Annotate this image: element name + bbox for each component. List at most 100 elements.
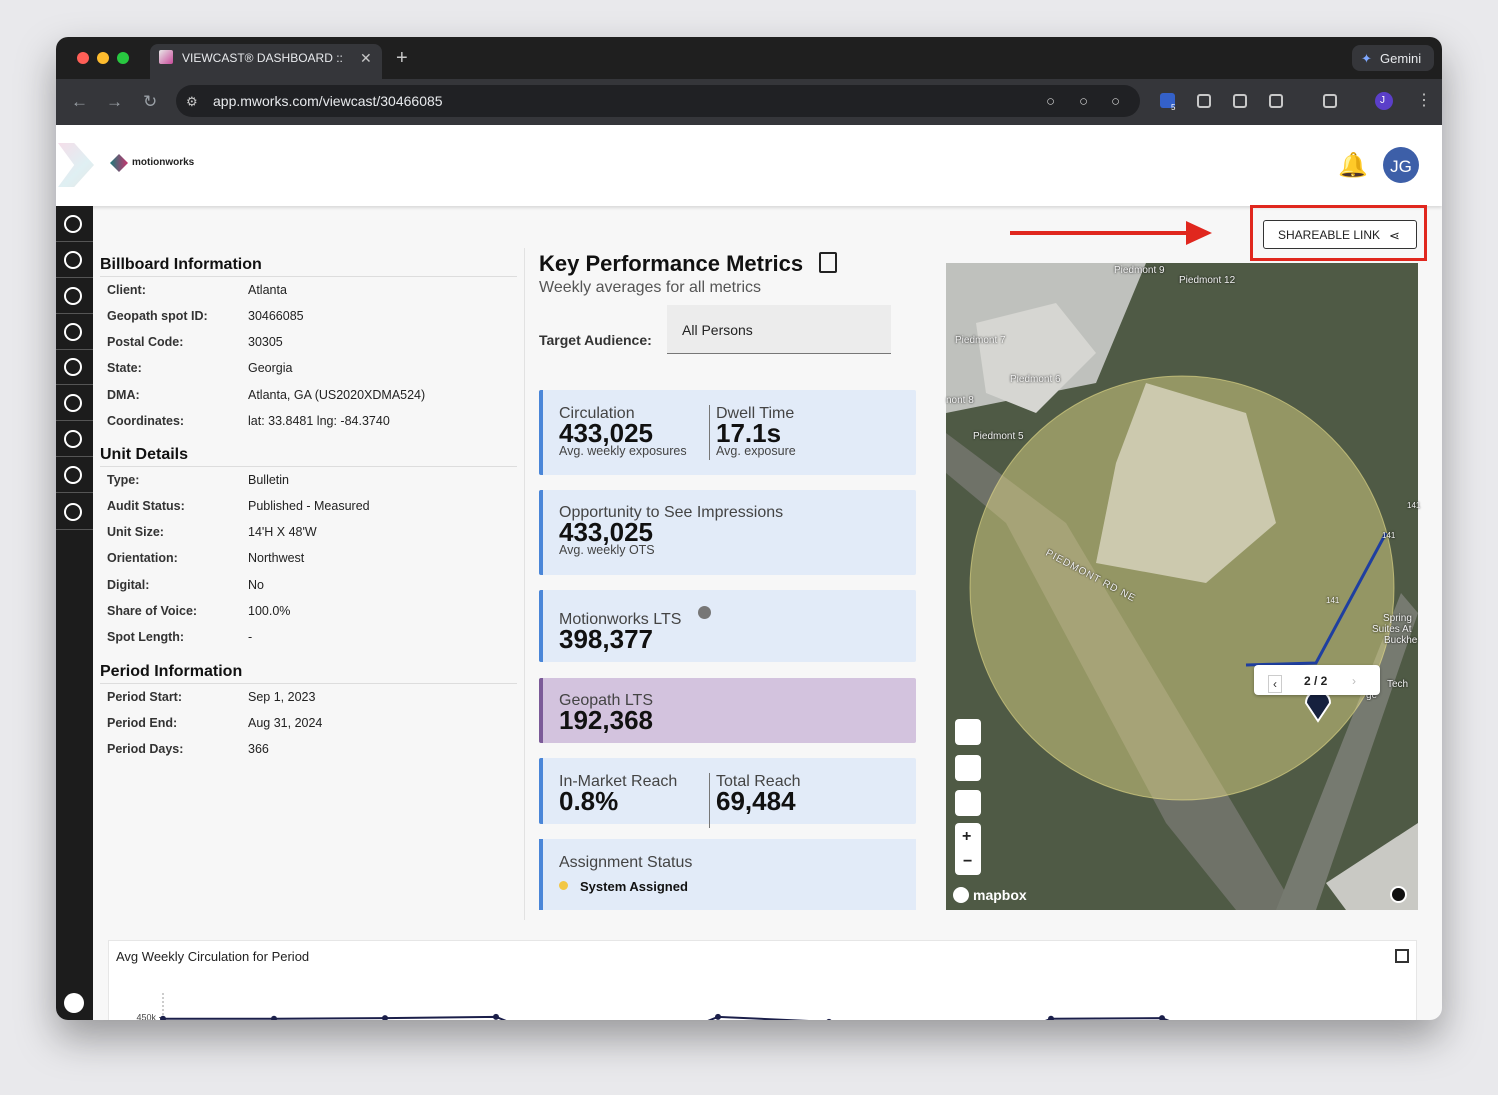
audience-label: Target Audience: (539, 332, 652, 348)
back[interactable]: ← (71, 91, 88, 111)
field-label: Coordinates: (107, 413, 185, 428)
metric-value: 69,484 (716, 786, 796, 816)
field-value: No (248, 577, 264, 592)
field-label: Client: (107, 282, 146, 297)
toolbar-icon[interactable] (1197, 94, 1211, 108)
sidebar-icon[interactable] (64, 251, 82, 269)
user-avatar[interactable] (1383, 147, 1419, 183)
map-label: 141 (1382, 531, 1396, 540)
map (946, 263, 1418, 910)
metric-divider (709, 405, 710, 460)
field-value: 14'H X 48'W (248, 525, 317, 540)
window-control[interactable] (117, 52, 129, 64)
chart: 450k (136, 993, 1170, 1020)
active-tab[interactable] (150, 44, 382, 79)
window-control[interactable] (77, 52, 89, 64)
shareable-link-button[interactable] (1263, 220, 1417, 249)
new-tab[interactable]: + (396, 47, 408, 69)
sidebar-icon[interactable] (64, 287, 82, 305)
tab-icon (159, 50, 173, 64)
zoom-control[interactable] (955, 823, 981, 875)
map-label: Piedmont 7 (955, 335, 1006, 346)
chart-title: Avg Weekly Circulation for Period (116, 948, 310, 964)
field-value: lat: 33.8481 lng: -84.3740 (248, 413, 390, 428)
sidebar-icon[interactable] (64, 358, 82, 376)
help-icon[interactable] (64, 993, 84, 1013)
zoom-out[interactable]: − (963, 853, 973, 870)
sidebar-icon[interactable] (64, 394, 82, 412)
metric-value: 17.1s (716, 418, 782, 448)
map-info[interactable] (1390, 886, 1407, 903)
data-point (1048, 1015, 1054, 1020)
map-control[interactable] (955, 790, 981, 816)
building (1096, 383, 1276, 583)
metric-value: 433,025 (559, 418, 653, 448)
sidebar-divider (56, 349, 93, 350)
road (946, 433, 1296, 910)
metric-value: 398,377 (559, 624, 653, 654)
toolbar-icon[interactable] (1323, 94, 1337, 108)
profile-avatar[interactable] (1375, 92, 1393, 110)
profile-initial: J (1380, 95, 1385, 106)
sidebar-icon[interactable] (64, 215, 82, 233)
notifications[interactable]: 🔔 (1338, 152, 1368, 179)
omnibox-action[interactable]: ○ (1046, 92, 1056, 110)
section-title: Unit Details (100, 446, 189, 463)
field-label: Orientation: (107, 551, 178, 566)
toolbar-icon[interactable] (1233, 94, 1247, 108)
shareable-link-label[interactable]: SHAREABLE LINK (1278, 228, 1381, 242)
sidebar-divider (56, 313, 93, 314)
zoom-in[interactable]: + (962, 828, 972, 845)
extension[interactable] (1160, 93, 1175, 108)
address-bar[interactable] (176, 85, 1140, 117)
info-icon[interactable] (698, 606, 711, 619)
forward[interactable]: → (106, 91, 123, 111)
kpi-book-icon[interactable] (819, 252, 837, 273)
map-pager-next[interactable]: › (1352, 674, 1356, 688)
map-control[interactable] (955, 755, 981, 781)
map-label: ge (1366, 690, 1378, 701)
field-value: - (248, 629, 253, 644)
sidebar-icon[interactable] (64, 503, 82, 521)
tab-title: VIEWCAST® DASHBOARD :: M (182, 52, 347, 64)
map-pager-prev[interactable]: ‹ (1268, 675, 1282, 693)
omnibox-action[interactable]: ○ (1079, 92, 1089, 110)
kpi-subtitle: Weekly averages for all metrics (539, 279, 761, 296)
data-point (160, 1015, 166, 1020)
map-pager[interactable] (1254, 665, 1380, 695)
map-pager-label: 2 / 2 (1304, 674, 1328, 688)
field-value: 100.0% (248, 603, 291, 618)
tab-close[interactable]: ✕ (360, 50, 372, 66)
gemini-button[interactable] (1352, 45, 1434, 71)
sidebar-icon[interactable] (64, 466, 82, 484)
audience-value[interactable]: All Persons (682, 322, 753, 338)
audience-select[interactable] (667, 305, 891, 354)
url[interactable]: app.mworks.com/viewcast/30466085 (213, 93, 443, 109)
gemini-label: Gemini (1380, 50, 1422, 66)
site-info[interactable]: ⚙ (186, 93, 198, 109)
kpi-card (539, 590, 916, 662)
sidebar-icon[interactable] (64, 430, 82, 448)
status-value: System Assigned (580, 878, 688, 894)
section-rule (100, 276, 517, 277)
metric-label: Geopath LTS (559, 692, 653, 709)
reload[interactable]: ↻ (143, 91, 158, 111)
browser-window: VIEWCAST® DASHBOARD :: M ✕ + ✦ Gemini ← → ↻ ⚙ app… (56, 37, 1442, 1020)
menu[interactable]: ⋮ (1416, 92, 1432, 109)
field-label: Period Days: (107, 742, 184, 757)
field-value: Bulletin (248, 472, 289, 487)
window-control[interactable] (97, 52, 109, 64)
metric-value: 0.8% (559, 786, 619, 816)
map-control[interactable] (955, 719, 981, 745)
chart-expand[interactable] (1395, 949, 1409, 963)
field-value: 30305 (248, 335, 283, 350)
map-attribution: mapbox (973, 887, 1027, 903)
field-value: Northwest (248, 551, 305, 566)
toolbar-icon[interactable] (1269, 94, 1283, 108)
field-label: Spot Length: (107, 629, 185, 644)
user-initials: JG (1390, 156, 1412, 176)
metric-note: Avg. exposure (716, 443, 796, 458)
map-canvas[interactable] (946, 263, 1418, 910)
sidebar-icon[interactable] (64, 323, 82, 341)
omnibox-action[interactable]: ○ (1111, 92, 1121, 110)
